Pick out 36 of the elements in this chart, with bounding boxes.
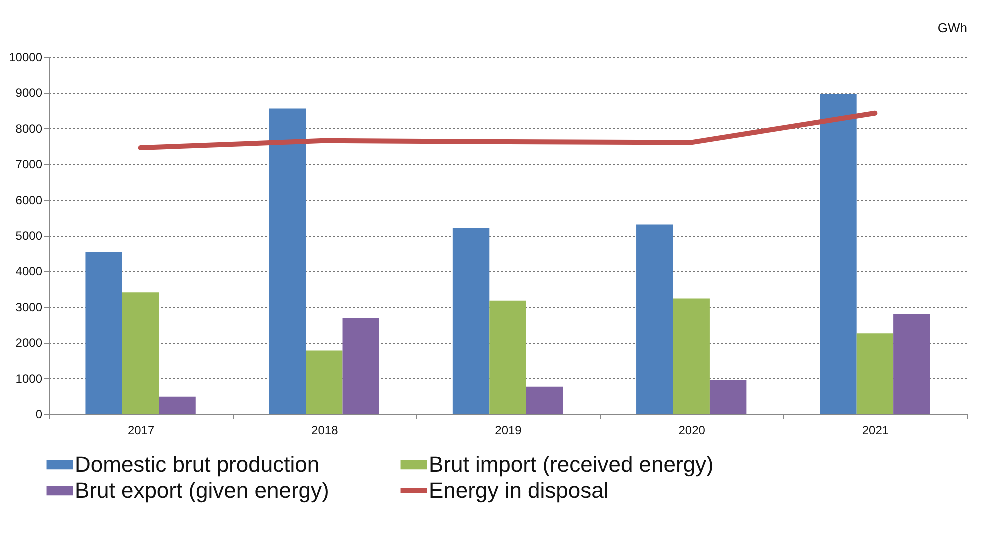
y-axis-title: GWh [938, 20, 968, 36]
bar [86, 252, 122, 414]
bar [820, 94, 857, 414]
y-tick-label: 7000 [16, 158, 43, 172]
y-tick-label: 10000 [9, 50, 43, 64]
y-tick-label: 9000 [16, 86, 43, 100]
y-tick-label: 2000 [16, 336, 43, 350]
bar [342, 318, 380, 414]
bar [159, 396, 196, 414]
bar [490, 300, 526, 414]
bar [526, 386, 564, 414]
x-tick-label: 2020 [678, 424, 706, 438]
bar [636, 224, 674, 414]
bar [122, 292, 160, 414]
bar [710, 380, 747, 414]
y-tick-label: 8000 [16, 122, 43, 136]
y-tick-label: 5000 [16, 229, 43, 243]
y-tick-label: 3000 [16, 300, 43, 314]
x-tick-label: 2019 [495, 424, 522, 438]
x-tick-label: 2017 [128, 424, 155, 438]
x-tick-label: 2018 [312, 424, 339, 438]
y-tick-label: 0 [36, 408, 43, 422]
bar [269, 108, 306, 414]
legend-label: Brut import (received energy) [429, 452, 714, 477]
legend-label: Brut export (given energy) [75, 478, 330, 503]
bar [452, 228, 490, 414]
bar [856, 334, 894, 414]
y-tick-label: 4000 [16, 264, 43, 279]
y-tick-label: 1000 [16, 372, 43, 386]
legend-label: Energy in disposal [429, 478, 609, 503]
x-tick-label: 2021 [862, 424, 890, 438]
bar [306, 350, 343, 414]
y-tick-label: 6000 [16, 193, 43, 208]
bar [673, 298, 710, 414]
bar [894, 314, 930, 414]
legend-label: Domestic brut production [75, 452, 320, 477]
